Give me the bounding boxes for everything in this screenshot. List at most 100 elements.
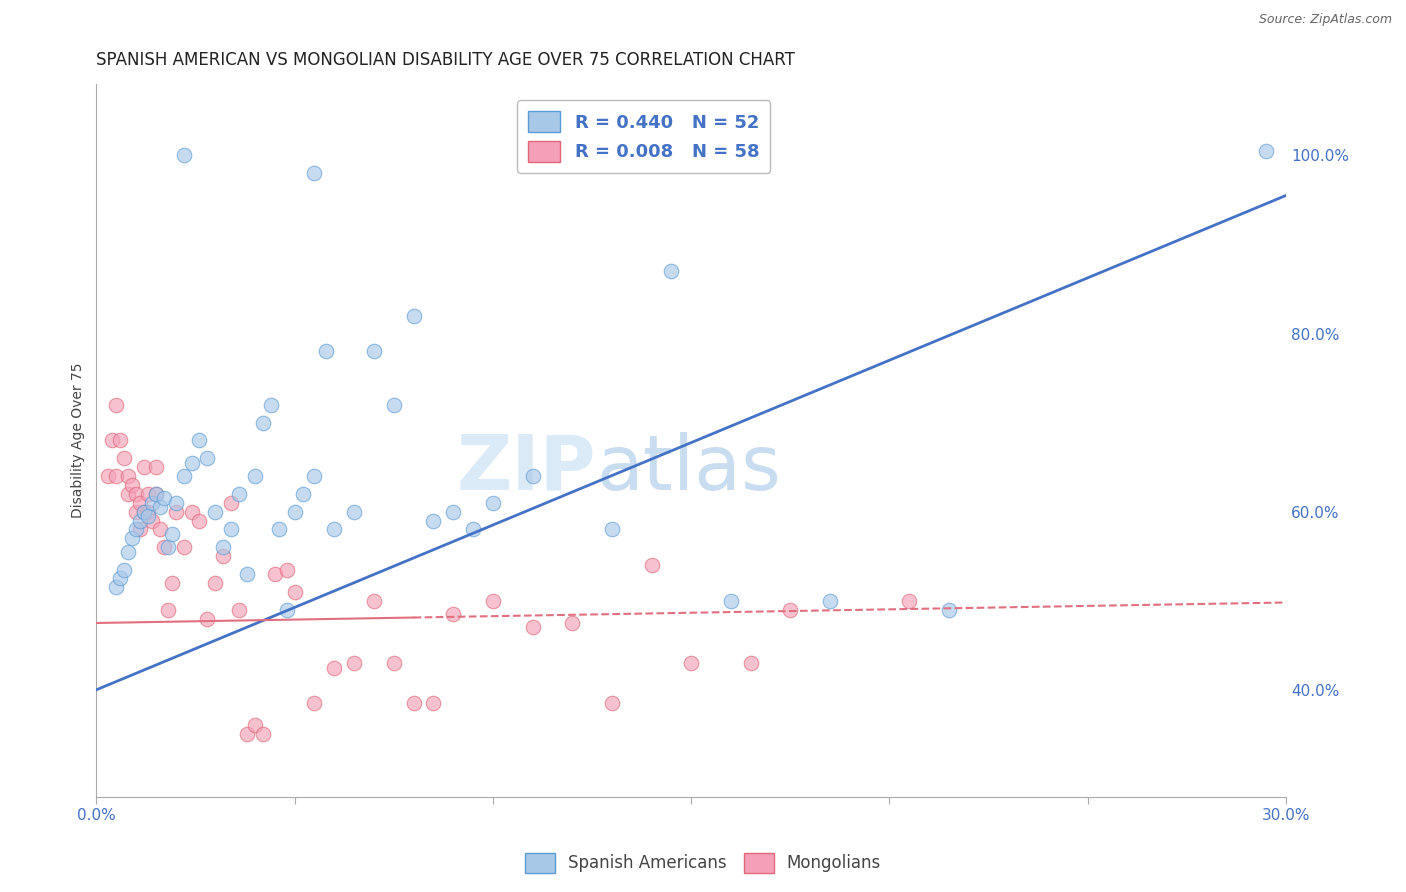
Point (188, 514, 211, 528)
Point (260, 398, 283, 412)
Point (152, 541, 174, 555)
Point (219, 496, 242, 510)
Point (482, 593, 505, 607)
Point (252, 727, 274, 741)
Point (600, 696, 623, 710)
Point (243, 718, 266, 732)
Legend: Spanish Americans, Mongolians: Spanish Americans, Mongolians (519, 847, 887, 880)
Point (522, 620, 544, 634)
Point (315, 344, 337, 359)
Point (659, 264, 682, 278)
Point (304, 469, 326, 483)
Text: atlas: atlas (596, 432, 780, 506)
Point (402, 696, 425, 710)
Point (132, 505, 155, 519)
Point (105, 580, 128, 594)
Point (136, 509, 159, 524)
Point (105, 469, 128, 483)
Point (195, 451, 218, 466)
Point (173, 541, 195, 555)
Point (252, 416, 274, 430)
Point (343, 505, 366, 519)
Point (276, 563, 298, 577)
Point (160, 527, 183, 541)
Point (561, 615, 583, 630)
Point (136, 505, 159, 519)
Point (180, 456, 202, 470)
Point (304, 166, 326, 180)
Point (108, 571, 131, 585)
Point (382, 398, 405, 412)
Point (141, 514, 163, 528)
Point (422, 696, 444, 710)
Point (402, 309, 425, 323)
Point (363, 344, 385, 359)
Point (323, 660, 346, 674)
Point (112, 451, 135, 466)
Point (422, 514, 444, 528)
Point (141, 496, 163, 510)
Point (121, 532, 143, 546)
Point (101, 434, 124, 448)
Point (382, 656, 405, 670)
Point (228, 487, 250, 501)
Point (112, 563, 135, 577)
Point (132, 460, 155, 475)
Point (600, 523, 623, 537)
Point (97, 469, 120, 483)
Point (228, 602, 250, 616)
Point (105, 398, 128, 412)
Point (522, 469, 544, 483)
Point (145, 487, 167, 501)
Point (212, 549, 235, 564)
Point (173, 148, 195, 162)
Point (108, 434, 131, 448)
Point (188, 434, 211, 448)
Point (129, 496, 152, 510)
Point (1256, 144, 1278, 158)
Point (125, 487, 148, 501)
Point (284, 584, 307, 599)
Point (267, 523, 290, 537)
Point (276, 602, 298, 616)
Point (720, 593, 742, 607)
Point (125, 505, 148, 519)
Point (165, 505, 187, 519)
Point (136, 487, 159, 501)
Y-axis label: Disability Age Over 75: Disability Age Over 75 (72, 363, 86, 518)
Point (117, 487, 139, 501)
Point (363, 593, 385, 607)
Point (129, 514, 152, 528)
Text: SPANISH AMERICAN VS MONGOLIAN DISABILITY AGE OVER 75 CORRELATION CHART: SPANISH AMERICAN VS MONGOLIAN DISABILITY… (97, 51, 796, 69)
Point (117, 545, 139, 559)
Point (145, 487, 167, 501)
Text: Source: ZipAtlas.com: Source: ZipAtlas.com (1258, 13, 1392, 27)
Point (461, 523, 484, 537)
Point (173, 469, 195, 483)
Point (204, 505, 226, 519)
Point (938, 602, 960, 616)
Point (165, 496, 187, 510)
Point (263, 567, 285, 582)
Point (441, 607, 464, 621)
Point (304, 696, 326, 710)
Point (219, 523, 242, 537)
Point (212, 541, 235, 555)
Point (156, 602, 179, 616)
Point (156, 541, 179, 555)
Point (779, 602, 801, 616)
Point (681, 656, 703, 670)
Legend: R = 0.440   N = 52, R = 0.008   N = 58: R = 0.440 N = 52, R = 0.008 N = 58 (517, 100, 770, 173)
Point (149, 523, 172, 537)
Text: ZIP: ZIP (457, 432, 596, 506)
Point (818, 593, 841, 607)
Point (121, 478, 143, 492)
Point (482, 496, 505, 510)
Point (236, 567, 259, 582)
Point (145, 460, 167, 475)
Point (236, 727, 259, 741)
Point (323, 523, 346, 537)
Point (441, 505, 464, 519)
Point (129, 523, 152, 537)
Point (284, 505, 307, 519)
